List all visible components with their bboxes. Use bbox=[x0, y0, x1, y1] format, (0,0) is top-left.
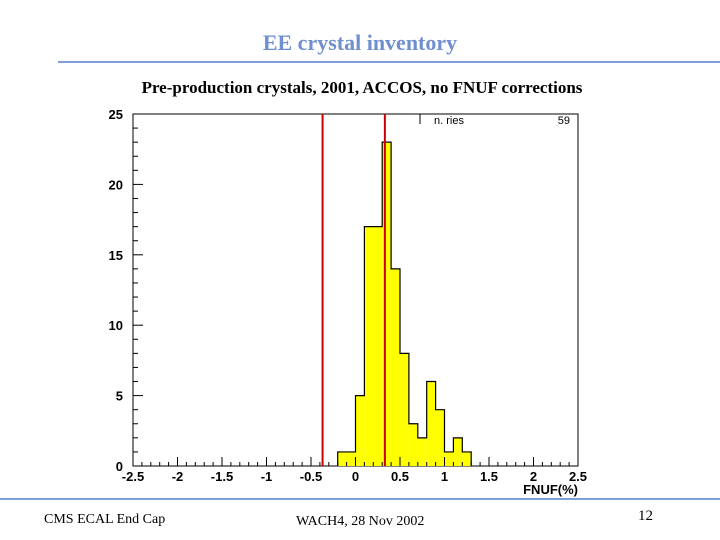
x-tick-label: 2 bbox=[530, 469, 537, 484]
y-tick-label: 5 bbox=[116, 389, 123, 404]
x-tick-label: 0 bbox=[352, 469, 359, 484]
y-tick-label: 20 bbox=[109, 177, 123, 192]
histogram-bar bbox=[382, 142, 392, 466]
x-tick-label: -1.5 bbox=[211, 469, 233, 484]
x-axis-label: FNUF(%) bbox=[523, 482, 578, 497]
histogram-bar bbox=[417, 437, 427, 466]
y-tick-label: 10 bbox=[109, 318, 123, 333]
histogram-chart: 0 5 10 15 20 25 -2.5 -2 -1.5 -1 -0.5 0 0.5 1 1.5 2 2.5FN… bbox=[109, 107, 588, 497]
x-tick-label: -2.5 bbox=[122, 469, 144, 484]
x-tick-label: 2.5 bbox=[569, 469, 587, 484]
footer-center-text: WACH4, 28 Nov 2002 bbox=[296, 514, 425, 529]
slide-title: EE crystal inventory bbox=[262, 30, 458, 55]
title-divider bbox=[58, 61, 720, 63]
histogram-bar bbox=[364, 226, 374, 466]
stats-box-value: 59 bbox=[558, 115, 570, 127]
slide-subtitle: Pre-production crystals, 2001, ACCOS, no… bbox=[141, 78, 583, 97]
x-tick-label: -1 bbox=[261, 469, 273, 484]
histogram-bar bbox=[408, 423, 418, 466]
footer-divider bbox=[0, 498, 720, 500]
x-tick-label: 1 bbox=[441, 469, 448, 484]
x-tick-label: 0.5 bbox=[391, 469, 409, 484]
histogram-bar bbox=[444, 451, 454, 466]
footer-left-text: CMS ECAL End Cap bbox=[44, 512, 166, 527]
histogram-bar bbox=[391, 268, 400, 466]
x-tick-label: -2 bbox=[172, 469, 184, 484]
histogram-bar bbox=[355, 395, 365, 466]
histogram-bar bbox=[426, 381, 436, 466]
histogram-bar bbox=[400, 353, 409, 466]
histogram-bar bbox=[453, 437, 463, 466]
x-tick-label: -0.5 bbox=[300, 469, 322, 484]
histogram-outline bbox=[337, 141, 472, 466]
stats-box-label: n. ries bbox=[434, 115, 464, 127]
y-tick-label: 25 bbox=[109, 107, 123, 122]
page-number: 12 bbox=[638, 508, 653, 524]
y-tick-label: 0 bbox=[116, 459, 123, 474]
x-tick-label: 1.5 bbox=[480, 469, 498, 484]
y-tick-label: 15 bbox=[109, 248, 123, 263]
histogram-bar bbox=[337, 451, 347, 466]
histogram-bar bbox=[373, 226, 383, 466]
histogram-bar bbox=[435, 409, 445, 466]
histogram-bar bbox=[462, 451, 472, 466]
histogram-bar bbox=[346, 451, 356, 466]
